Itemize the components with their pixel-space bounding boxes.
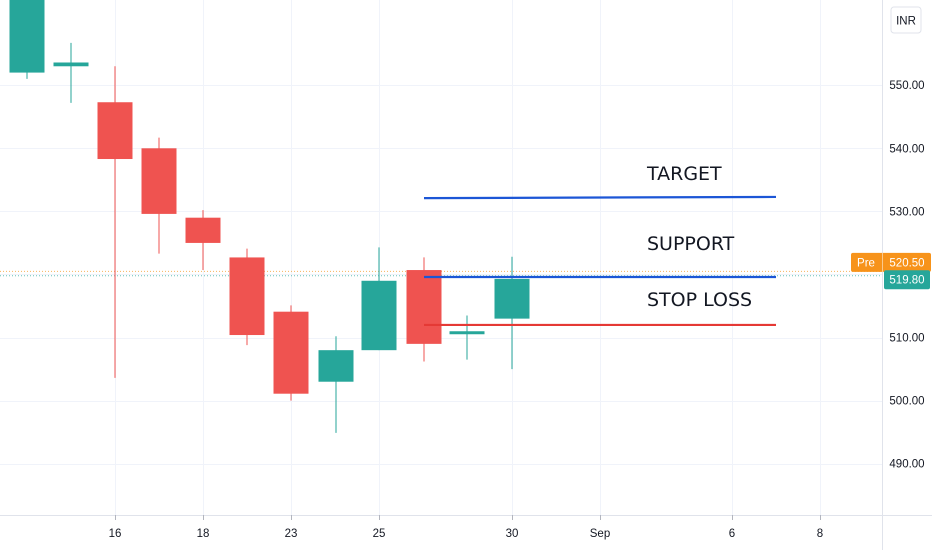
time-tick-label: 30	[506, 528, 519, 540]
candle	[229, 248, 265, 346]
currency-box[interactable]: INR	[890, 6, 922, 34]
candles	[9, 0, 530, 433]
candle-body	[9, 0, 45, 73]
candle	[53, 42, 89, 103]
candle-body	[53, 62, 89, 67]
badge-background	[851, 252, 931, 272]
support-level[interactable]: SUPPORT	[424, 233, 776, 279]
price-tick-label: 510.00	[889, 333, 924, 345]
badge-value: 519.80	[889, 275, 924, 287]
badge-background	[884, 270, 930, 290]
time-axis[interactable]: 16 18 23 25 30 Sep 6 8	[109, 515, 824, 540]
candle	[97, 66, 133, 378]
time-tick-label: 18	[197, 528, 210, 540]
time-tick-label: 6	[729, 528, 735, 540]
time-tick-label: Sep	[590, 528, 610, 540]
time-tick-label: 23	[285, 528, 298, 540]
candle-body	[141, 148, 177, 214]
currency-label: INR	[896, 16, 916, 28]
candle	[141, 137, 177, 254]
candle	[9, 0, 45, 79]
target-line[interactable]	[423, 195, 777, 200]
last-price-badge: 519.80	[884, 270, 930, 290]
badge-prefix: Pre	[857, 257, 875, 269]
premarket-price-badge: Pre 520.50	[851, 252, 931, 272]
candle-body	[97, 102, 133, 160]
price-tick-label: 530.00	[889, 206, 924, 218]
price-tick-label: 540.00	[889, 143, 924, 155]
price-badges: Pre 520.50 519.80	[851, 252, 931, 290]
stop-loss-label: STOP LOSS	[647, 289, 752, 311]
badge-value: 520.50	[889, 257, 924, 269]
candle	[449, 315, 485, 360]
stop-loss-level[interactable]: STOP LOSS	[424, 289, 776, 327]
candle-body	[273, 311, 309, 394]
candle	[185, 210, 221, 271]
target-label: TARGET	[646, 163, 722, 185]
currency-box-frame	[890, 6, 922, 34]
price-axis[interactable]: 490.00500.00510.00520.00530.00540.00550.…	[889, 80, 924, 471]
level-lines: TARGET SUPPORT STOP LOSS	[423, 163, 777, 327]
candle-body	[185, 217, 221, 243]
time-tick-label: 8	[817, 528, 823, 540]
candle	[494, 256, 530, 370]
candle-body	[229, 257, 265, 336]
candle	[273, 305, 309, 401]
candle-body	[361, 280, 397, 351]
candle-body	[406, 270, 442, 344]
target-level[interactable]: TARGET	[423, 163, 777, 200]
candle-body	[449, 331, 485, 335]
price-tick-label: 550.00	[889, 80, 924, 92]
candle-body	[494, 278, 530, 319]
candle	[361, 247, 397, 351]
candle	[318, 336, 354, 433]
time-tick-label: 16	[109, 528, 122, 540]
support-label: SUPPORT	[647, 233, 735, 255]
price-tick-label: 500.00	[889, 396, 924, 408]
candle-body	[318, 350, 354, 382]
candle	[406, 257, 442, 362]
time-tick-label: 25	[373, 528, 386, 540]
price-tick-label: 490.00	[889, 459, 924, 471]
